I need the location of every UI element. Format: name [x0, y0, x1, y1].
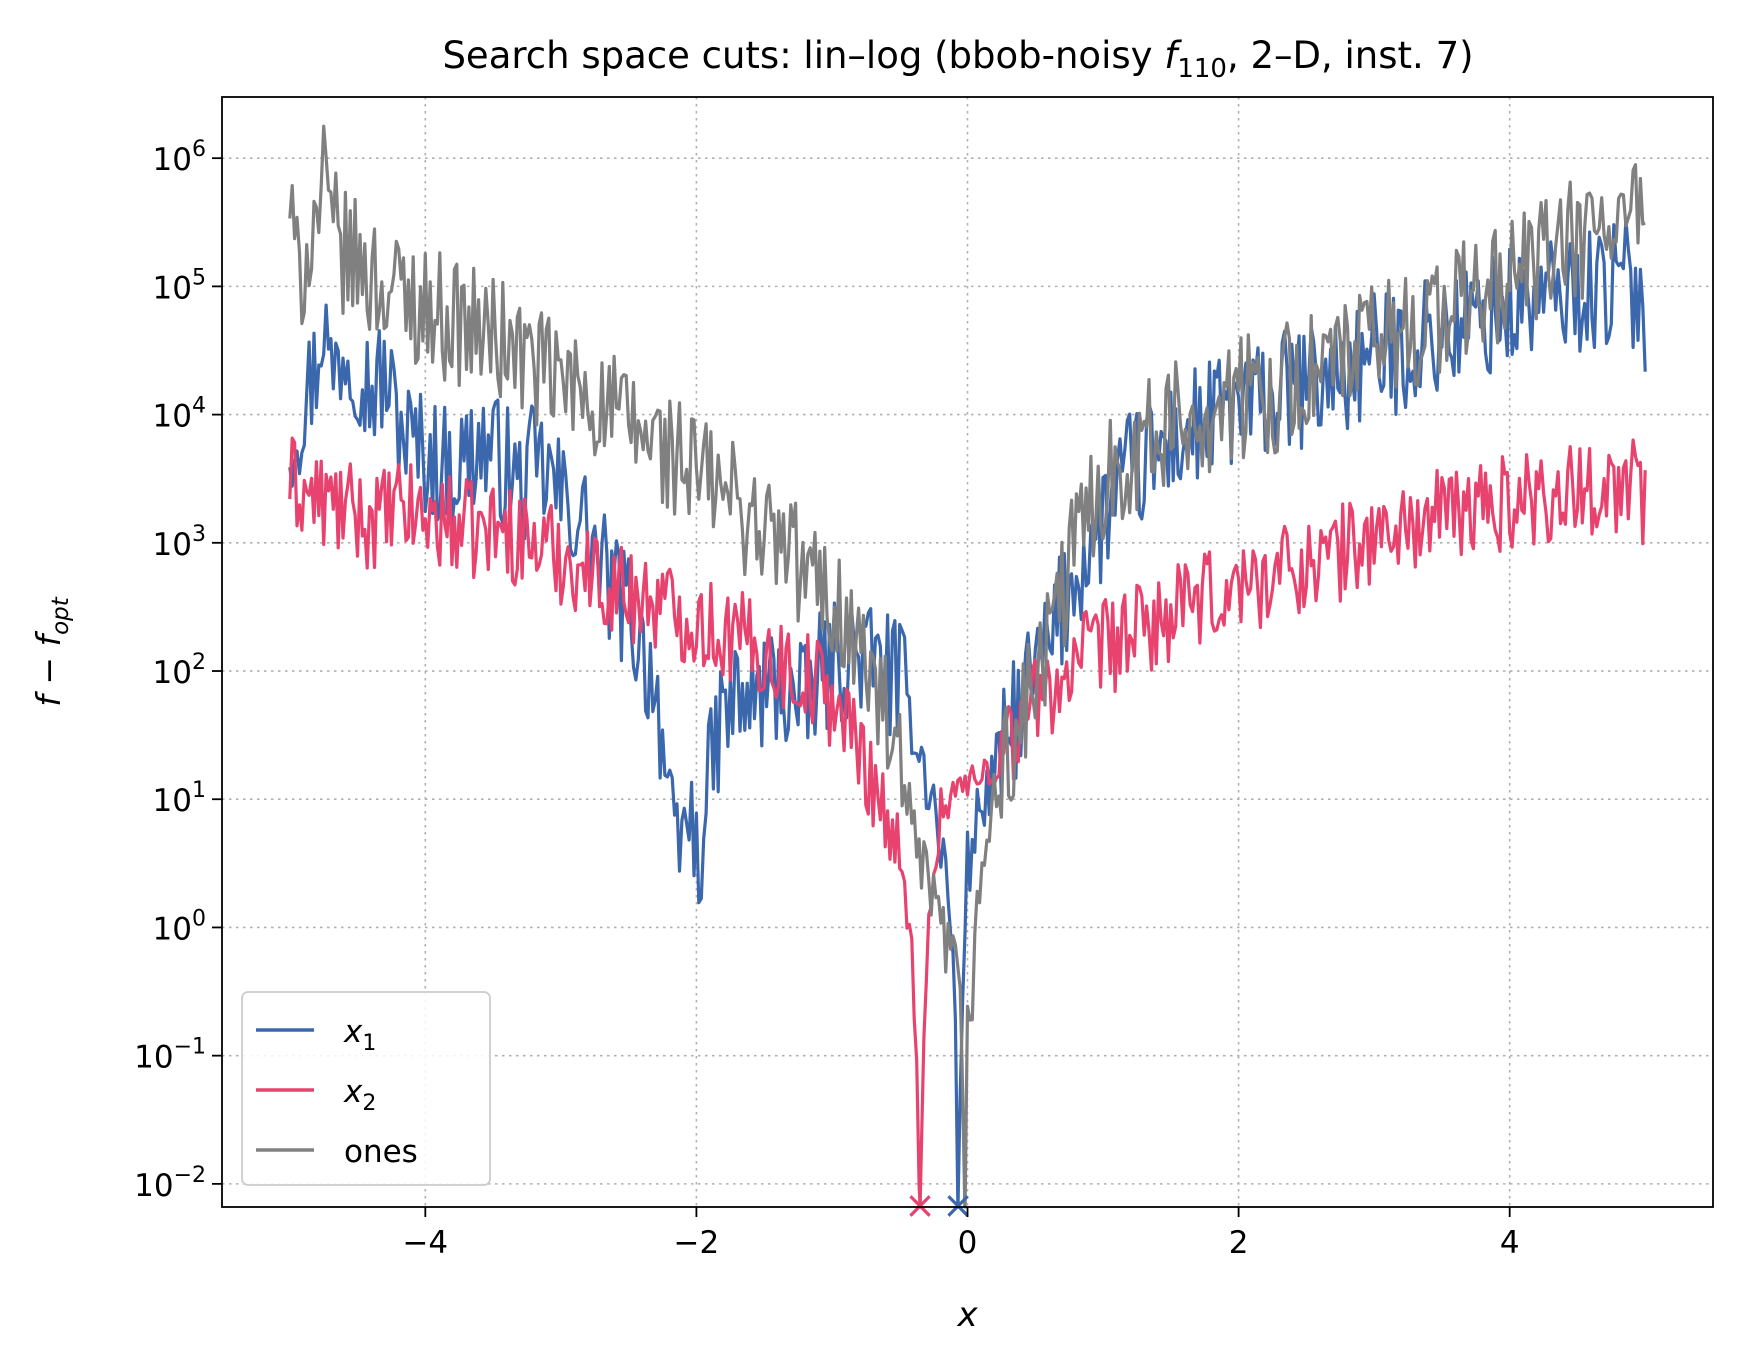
y-tick-label: 102	[153, 650, 206, 691]
chart-title-prefix: Search space cuts: lin–log (bbob-noisy	[442, 34, 1164, 77]
legend-label: x2	[343, 1074, 376, 1116]
chart-title-suffix: , 2–D, inst. 7)	[1227, 34, 1474, 77]
optimum-marker: ×	[904, 1183, 936, 1227]
y-axis-label-base: f − f	[29, 631, 68, 707]
legend-label: x1	[343, 1014, 376, 1056]
x-tick-label: 4	[1500, 1225, 1520, 1261]
y-tick-label: 104	[153, 394, 206, 435]
y-tick-label: 10−2	[134, 1163, 206, 1204]
x-tick-label: −2	[674, 1225, 720, 1261]
chart-title-function-subscript: 110	[1177, 54, 1227, 84]
y-axis-label: f − fopt	[29, 596, 74, 707]
data-series	[288, 124, 1647, 1209]
series-line-ones	[288, 124, 1646, 1209]
x-tick-label: 2	[1229, 1225, 1249, 1261]
x-axis-label: x	[956, 1295, 978, 1335]
y-tick-label: 106	[153, 137, 206, 178]
optimum-markers: × ×	[904, 1183, 974, 1227]
legend: x1 x2 ones	[241, 991, 491, 1186]
series-line-x2	[288, 436, 1647, 1209]
y-axis-label-subscript: opt	[48, 596, 74, 635]
optimum-marker: ×	[942, 1183, 974, 1227]
y-tick-label: 10−1	[134, 1035, 206, 1076]
legend-label: ones	[344, 1134, 418, 1170]
x-tick-label: 0	[958, 1225, 978, 1261]
y-tick-label: 105	[153, 265, 206, 306]
x-axis-ticks: −4 −2 0 2 4	[402, 1207, 1520, 1261]
y-axis-ticks: 10−2 10−1 100 101 102 103 104 105 106	[134, 137, 222, 1204]
chart-title: Search space cuts: lin–log (bbob-noisy f…	[442, 34, 1473, 84]
legend-box	[241, 991, 491, 1186]
y-tick-label: 101	[153, 778, 206, 819]
x-tick-label: −4	[402, 1225, 448, 1261]
y-tick-label: 100	[153, 906, 206, 947]
y-tick-label: 103	[153, 522, 206, 563]
